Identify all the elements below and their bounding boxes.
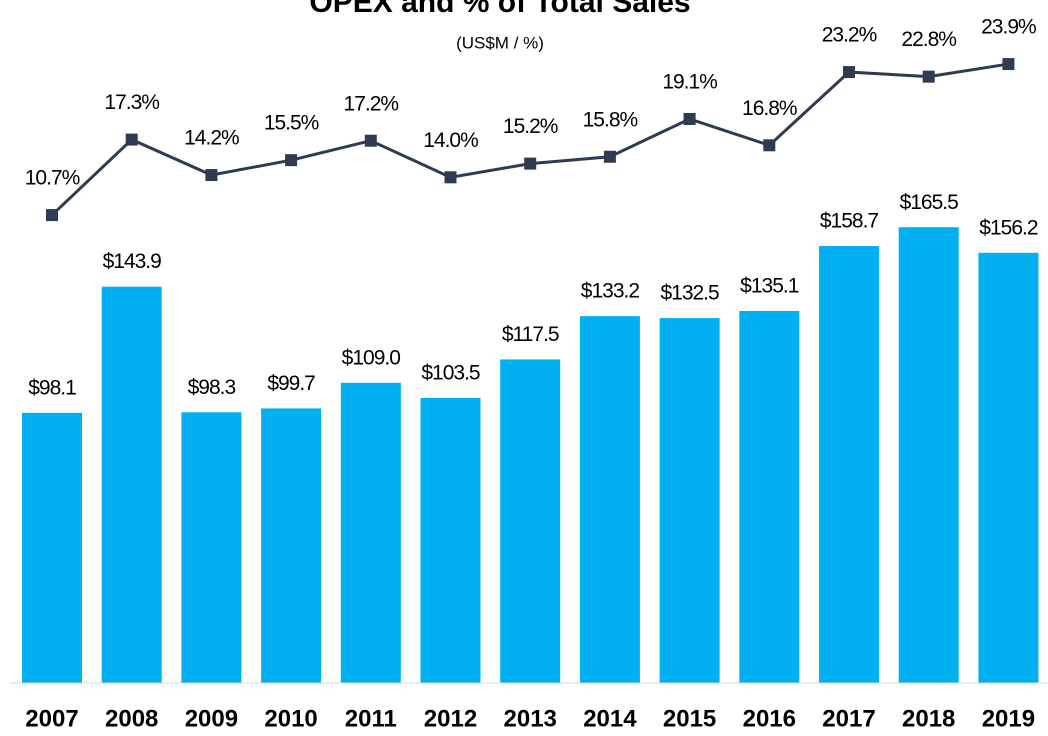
bar	[340, 382, 401, 683]
chart-title: OPEX and % of Total Sales	[309, 0, 690, 19]
x-tick-label: 2017	[822, 705, 875, 732]
line-marker	[683, 112, 696, 125]
line-marker	[364, 134, 377, 147]
line-marker	[603, 150, 616, 163]
data-label: 23.9%	[981, 16, 1036, 39]
data-label: 15.5%	[264, 112, 319, 135]
x-tick-label: 2012	[424, 705, 477, 732]
data-label: 19.1%	[662, 71, 717, 94]
bar	[181, 412, 242, 683]
line-marker	[125, 133, 138, 146]
x-tick-label: 2009	[185, 705, 238, 732]
bar	[261, 408, 322, 683]
data-label: $143.9	[103, 250, 162, 273]
bar	[500, 359, 561, 683]
data-label: $99.7	[267, 372, 315, 395]
x-tick-label: 2015	[663, 705, 716, 732]
bar	[420, 397, 481, 683]
data-label: $156.2	[979, 216, 1038, 239]
line-marker	[524, 157, 537, 170]
x-tick-label: 2010	[264, 705, 317, 732]
x-tick-label: 2011	[345, 705, 397, 732]
data-label: 15.8%	[583, 108, 638, 131]
line-marker	[922, 70, 935, 83]
chart-subtitle: (US$M / %)	[456, 33, 544, 52]
data-label: 22.8%	[901, 28, 956, 51]
bar	[22, 412, 82, 683]
bar	[978, 252, 1039, 683]
bar	[739, 310, 800, 683]
line-marker	[763, 139, 776, 152]
bar	[101, 286, 162, 683]
data-label: 15.2%	[503, 115, 558, 138]
data-label: $117.5	[502, 323, 559, 346]
line-marker	[444, 171, 457, 184]
x-tick-label: 2018	[902, 705, 955, 732]
data-label: 10.7%	[25, 167, 80, 190]
data-label: $98.3	[188, 376, 236, 399]
bar	[659, 318, 720, 683]
x-tick-label: 2008	[105, 705, 158, 732]
data-label: $103.5	[421, 362, 480, 385]
data-label: $165.5	[900, 191, 959, 214]
data-label: $135.1	[740, 274, 799, 297]
data-label: $98.1	[28, 376, 76, 399]
data-label: 16.8%	[742, 97, 797, 120]
line-marker	[46, 209, 58, 222]
line-marker	[285, 154, 298, 167]
line-marker	[1002, 58, 1015, 71]
data-label: $132.5	[660, 282, 719, 305]
data-label: $158.7	[820, 209, 879, 232]
x-tick-label: 2019	[982, 705, 1035, 732]
x-tick-label: 2007	[25, 705, 78, 732]
x-tick-label: 2016	[743, 705, 796, 732]
bar	[898, 227, 959, 684]
data-label: 17.3%	[104, 91, 159, 114]
x-tick-label: 2013	[504, 705, 557, 732]
data-label: $133.2	[581, 280, 640, 303]
x-tick-label: 2014	[583, 705, 637, 732]
data-label: 23.2%	[822, 24, 877, 47]
line-marker	[205, 169, 218, 182]
data-label: 14.2%	[184, 127, 239, 150]
line-marker	[843, 66, 855, 79]
bar	[579, 316, 640, 683]
data-label: $109.0	[342, 346, 401, 369]
bar	[819, 245, 879, 684]
data-label: 17.2%	[344, 92, 399, 115]
data-label: 14.0%	[423, 129, 478, 152]
